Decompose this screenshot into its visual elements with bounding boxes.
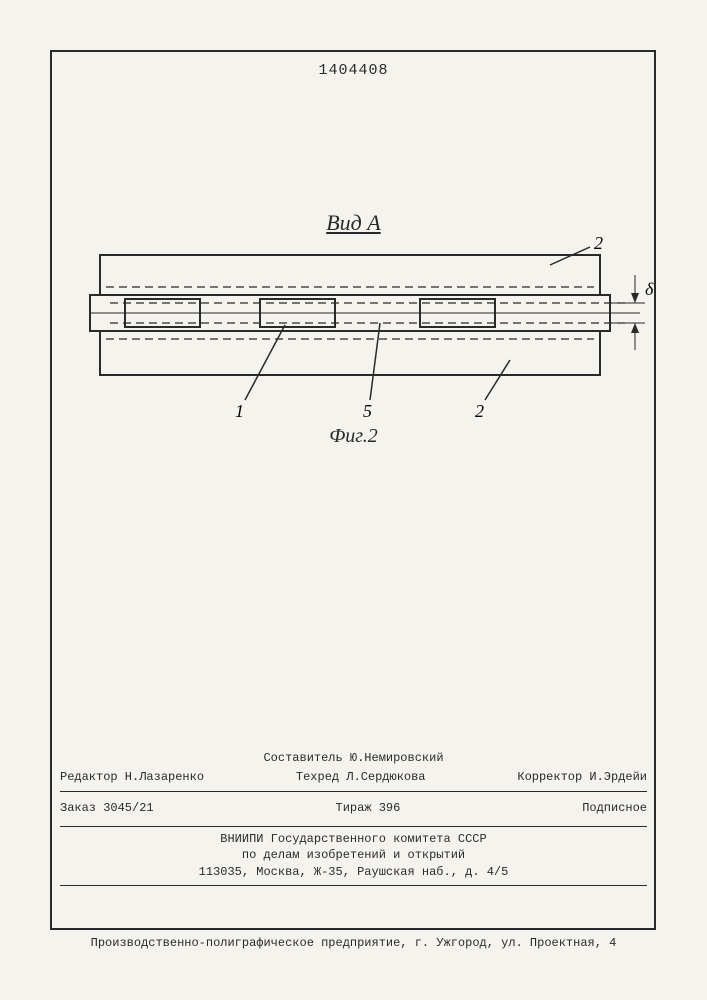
dim-delta: δ xyxy=(645,279,654,299)
callout-5: 5 xyxy=(363,401,372,421)
compiler: Составитель Ю.Немировский xyxy=(263,749,443,768)
order-number: Заказ 3045/21 xyxy=(60,799,154,818)
callout-2-top: 2 xyxy=(594,235,603,253)
view-label: Вид А xyxy=(0,210,707,236)
credits-block: Составитель Ю.Немировский Редактор Н.Лаз… xyxy=(60,749,647,890)
committee-line2: по делам изобретений и открытий xyxy=(60,847,647,864)
callout-1: 1 xyxy=(235,401,244,421)
techred: Техред Л.Сердюкова xyxy=(296,768,426,787)
editor: Редактор Н.Лазаренко xyxy=(60,768,204,787)
committee-address: 113035, Москва, Ж-35, Раушская наб., д. … xyxy=(60,864,647,881)
document-number: 1404408 xyxy=(0,62,707,79)
printer-line: Производственно-полиграфическое предприя… xyxy=(60,936,647,950)
committee-line1: ВНИИПИ Государственного комитета СССР xyxy=(60,831,647,848)
figure-caption: Фиг.2 xyxy=(0,425,707,448)
corrector: Корректор И.Эрдейи xyxy=(517,768,647,787)
figure-drawing: δ 2 1 5 2 xyxy=(70,235,660,435)
subscription: Подписное xyxy=(582,799,647,818)
tirazh: Тираж 396 xyxy=(336,799,401,818)
callout-2-bottom: 2 xyxy=(475,401,484,421)
